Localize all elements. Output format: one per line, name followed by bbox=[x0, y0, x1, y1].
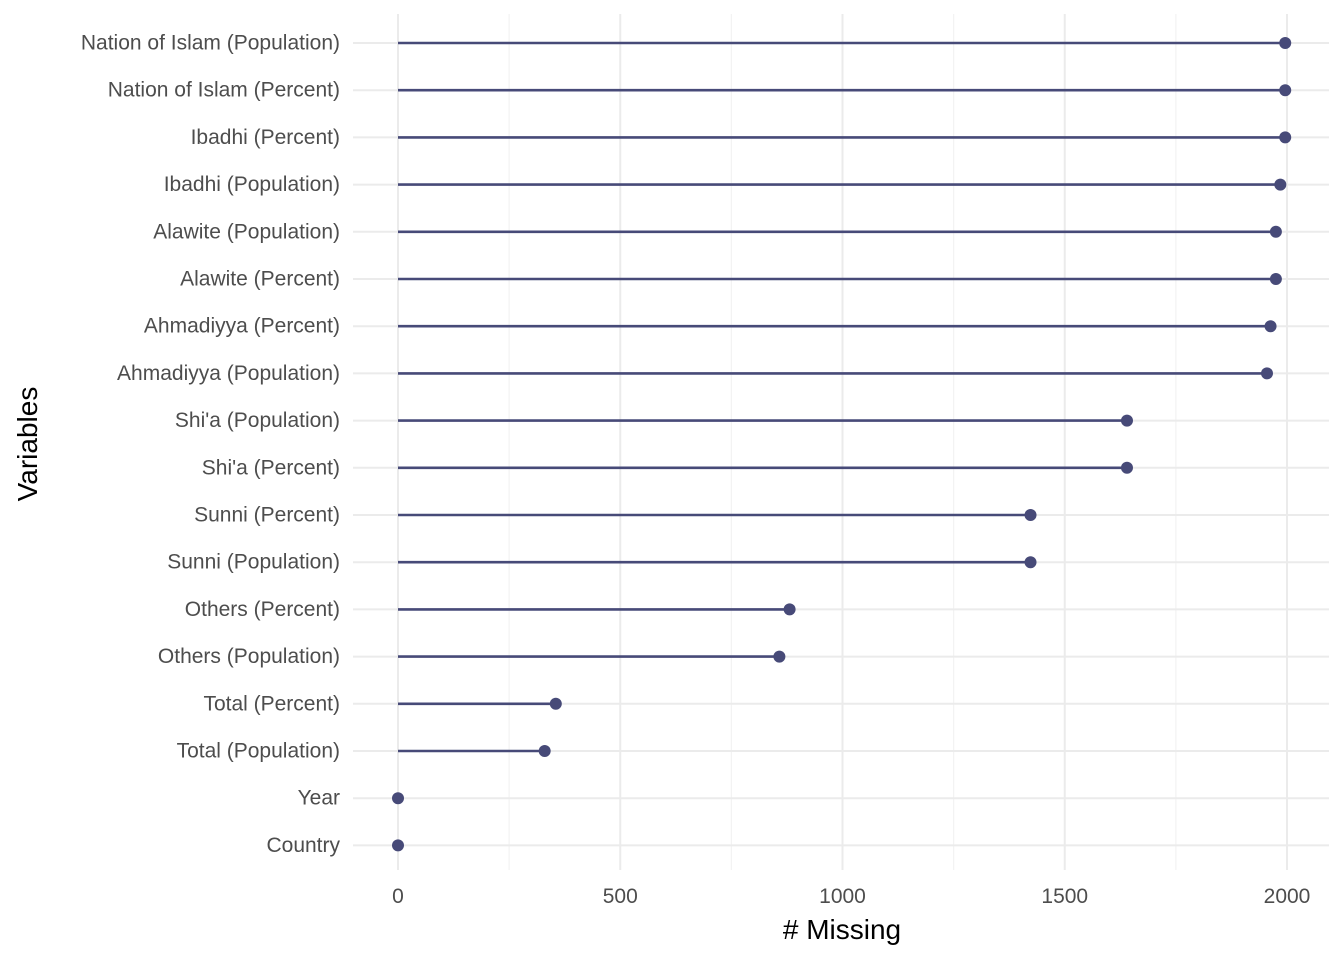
y-tick-label: Year bbox=[298, 787, 340, 810]
x-tick-label: 2000 bbox=[1264, 885, 1311, 908]
y-tick-label: Others (Population) bbox=[158, 645, 340, 668]
x-tick-label: 1000 bbox=[819, 885, 866, 908]
lollipop-point bbox=[392, 839, 404, 852]
y-tick-label: Ahmadiyya (Population) bbox=[117, 362, 340, 385]
lollipop-point bbox=[773, 650, 786, 663]
x-tick-label: 1500 bbox=[1041, 885, 1088, 908]
lollipop-point bbox=[1279, 131, 1292, 144]
lollipop-point bbox=[1269, 273, 1282, 285]
y-tick-label: Alawite (Percent) bbox=[180, 268, 340, 291]
lollipop-point bbox=[1269, 225, 1282, 238]
lollipop-point bbox=[1120, 414, 1133, 427]
grid-layer bbox=[353, 14, 1329, 870]
x-tick-label: 500 bbox=[603, 885, 638, 908]
y-tick-label: Shi'a (Population) bbox=[175, 409, 340, 432]
lollipop-point bbox=[1024, 509, 1037, 521]
y-tick-label: Ibadhi (Population) bbox=[164, 173, 340, 196]
lollipop-point bbox=[538, 745, 551, 757]
point-layer bbox=[392, 37, 1292, 852]
lollipop-point bbox=[783, 603, 796, 616]
lollipop-point bbox=[1260, 367, 1273, 380]
lollipop-point bbox=[1279, 37, 1292, 49]
lollipop-point bbox=[1274, 178, 1287, 191]
y-axis-title: Variables bbox=[12, 387, 43, 502]
lollipop-point bbox=[1264, 320, 1277, 333]
lollipop-point bbox=[1279, 84, 1292, 97]
y-tick-label: Ibadhi (Percent) bbox=[191, 126, 340, 149]
y-tick-label: Alawite (Population) bbox=[153, 220, 340, 243]
lollipop-point bbox=[392, 792, 404, 805]
y-tick-label: Others (Percent) bbox=[185, 598, 340, 621]
x-axis-title: # Missing bbox=[783, 914, 901, 945]
lollipop-point bbox=[549, 697, 562, 710]
lollipop-point bbox=[1024, 556, 1037, 569]
x-tick-label: 0 bbox=[392, 885, 404, 908]
y-tick-label: Sunni (Population) bbox=[167, 551, 340, 574]
y-tick-label: Nation of Islam (Percent) bbox=[108, 79, 340, 102]
lollipop-point bbox=[1120, 461, 1133, 474]
stem-layer bbox=[398, 41, 1286, 753]
y-tick-label: Ahmadiyya (Percent) bbox=[144, 315, 340, 338]
y-tick-label: Total (Population) bbox=[177, 740, 340, 763]
y-tick-label: Total (Percent) bbox=[203, 692, 340, 715]
y-tick-label: Nation of Islam (Population) bbox=[81, 32, 340, 55]
label-layer: 0 500 1000 1500 2000 Nation of Islam (Populat… bbox=[81, 32, 1311, 909]
y-tick-label: Country bbox=[266, 834, 340, 857]
y-tick-label: Sunni (Percent) bbox=[194, 504, 340, 527]
y-tick-label: Shi'a (Percent) bbox=[202, 456, 340, 479]
